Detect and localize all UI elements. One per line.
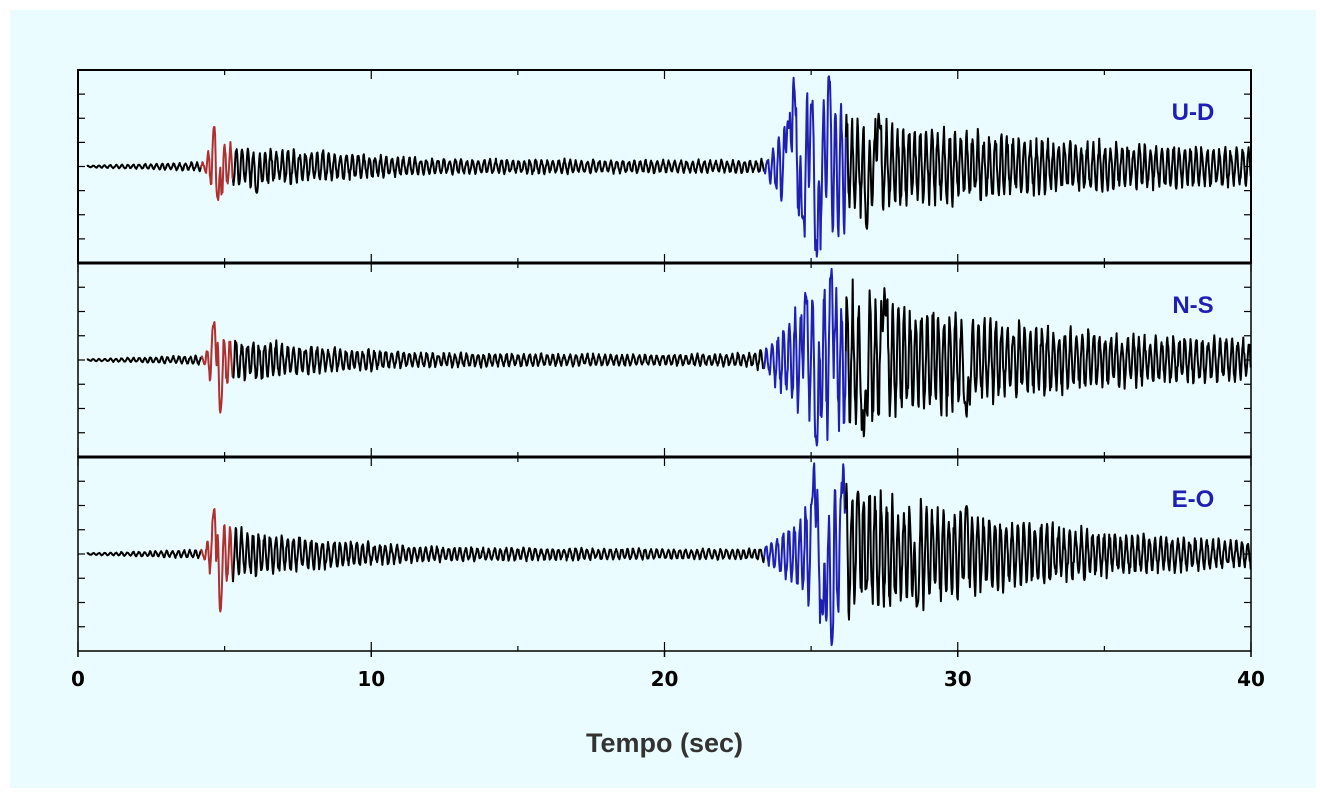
series-line-n-s (763, 267, 847, 447)
panel-e-o: E-O (77, 455, 1252, 652)
x-tick-label: 30 (944, 667, 972, 691)
series-line-u-d (763, 75, 847, 258)
seismogram-figure: U-D N-S E-O 0 10 20 30 40 Tempo (sec) (10, 10, 1316, 788)
series-line-u-d (844, 112, 1252, 230)
series-line-n-s (232, 339, 765, 382)
series-label-n-s: N-S (1172, 292, 1213, 319)
series-line-e-o (199, 508, 234, 613)
panel-u-d: U-D (77, 69, 1252, 264)
series-line-u-d (199, 126, 234, 201)
series-line-e-o (86, 548, 202, 560)
series-label-e-o: E-O (1172, 486, 1215, 513)
x-tick-label: 20 (651, 667, 679, 691)
x-axis-title: Tempo (sec) (586, 728, 743, 758)
x-tick-label: 40 (1237, 667, 1265, 691)
series-line-e-o (844, 482, 1252, 621)
series-line-n-s (200, 321, 234, 414)
series-line-e-o (763, 462, 847, 647)
series-line-e-o (232, 526, 765, 583)
x-tick-label: 0 (71, 667, 85, 691)
series-label-u-d: U-D (1172, 99, 1215, 126)
x-tick-label: 10 (357, 667, 385, 691)
series-line-u-d (232, 147, 765, 194)
panel-n-s: N-S (77, 261, 1252, 458)
seismogram-chart: U-D N-S E-O 0 10 20 30 40 Tempo (sec) (71, 69, 1265, 758)
series-line-n-s (86, 354, 202, 366)
series-line-n-s (844, 278, 1252, 438)
series-line-u-d (86, 161, 202, 173)
